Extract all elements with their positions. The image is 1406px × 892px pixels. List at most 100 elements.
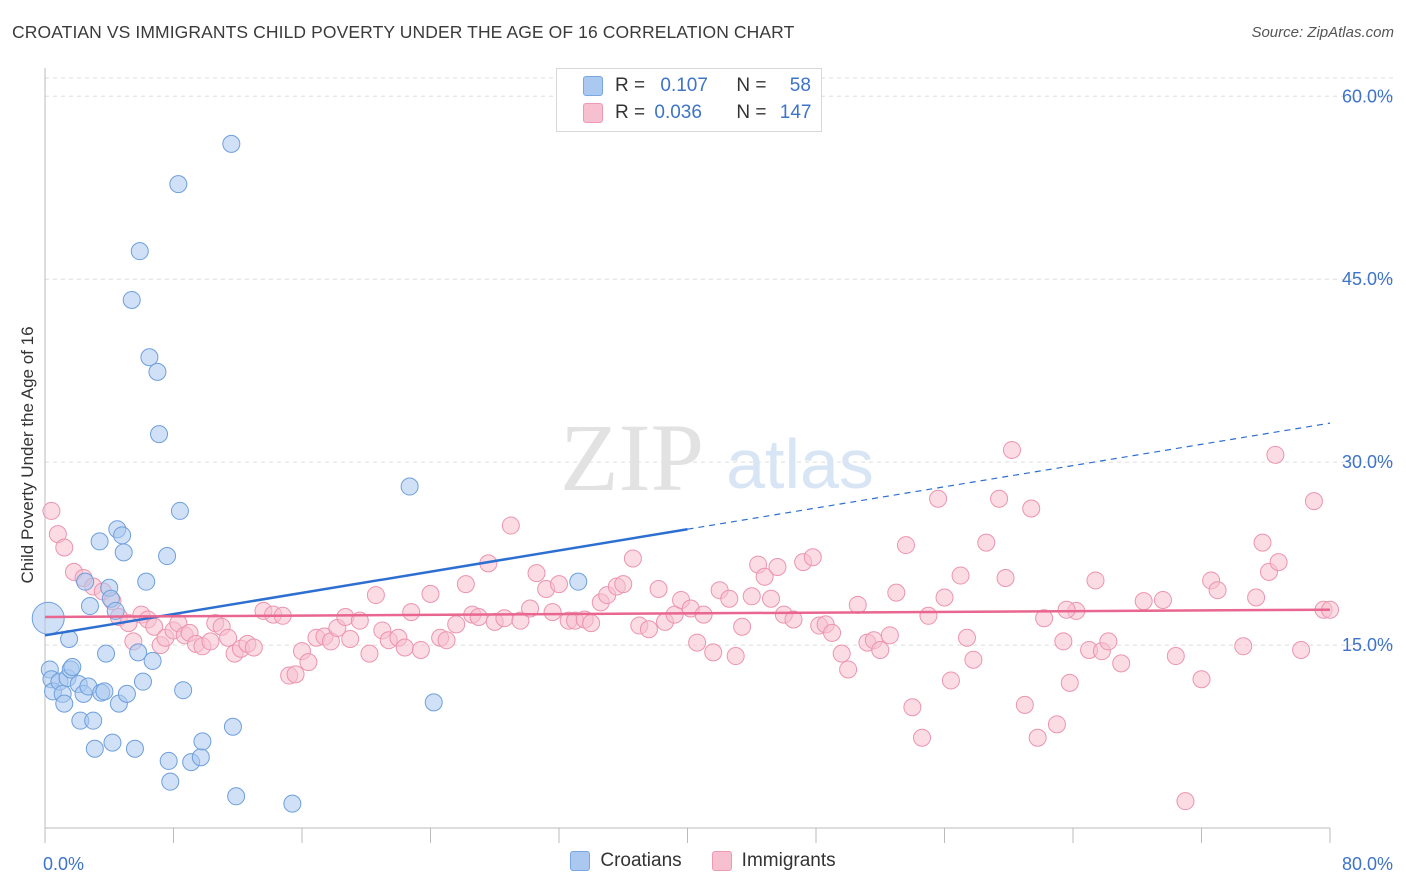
immigrants-point <box>501 516 520 535</box>
immigrants-point <box>1176 792 1195 811</box>
grid-lines <box>45 77 1395 646</box>
croatians-point <box>63 658 82 677</box>
croatians-point <box>140 348 159 367</box>
croatians-point <box>76 572 95 591</box>
immigrants-point <box>726 647 745 666</box>
immigrants-point <box>871 640 890 659</box>
y-axis-label: Child Poverty Under the Age of 16 <box>18 326 37 583</box>
croatians-point <box>97 644 116 663</box>
immigrants-point <box>733 617 752 636</box>
y-tick-label: 15.0% <box>1342 635 1393 655</box>
immigrants-point <box>1153 590 1172 609</box>
immigrants-point <box>742 587 761 606</box>
immigrants-point <box>639 620 658 639</box>
immigrants-point <box>951 566 970 585</box>
immigrants-point <box>543 603 562 622</box>
immigrants-point <box>919 606 938 625</box>
immigrants-point <box>896 536 915 555</box>
croatians-point <box>103 733 122 752</box>
immigrants-point <box>623 549 642 568</box>
croatians-point <box>90 532 109 551</box>
legend-item-immigrants[interactable]: Immigrants <box>711 850 836 872</box>
immigrants-point <box>1247 588 1266 607</box>
croatians-point <box>130 242 149 261</box>
immigrants-trend-line <box>44 608 1331 619</box>
immigrants-point <box>935 588 954 607</box>
immigrants-point <box>1304 492 1323 511</box>
immigrants-point <box>1047 715 1066 734</box>
immigrants-point <box>1253 533 1272 552</box>
immigrants-point <box>42 501 61 520</box>
croatians-point <box>169 175 188 194</box>
immigrants-point <box>1028 728 1047 747</box>
y-tick-label: 45.0% <box>1342 269 1393 289</box>
legend-row-croatians: R = 0.107 N = 58 <box>583 73 811 99</box>
x-tick-label: 80.0% <box>1342 854 1393 874</box>
immigrants-point <box>996 569 1015 587</box>
immigrants-point <box>1269 553 1288 572</box>
immigrants-point <box>903 698 922 717</box>
stats-legend: R = 0.107 N = 58 R = 0.036 N = 147 <box>556 68 822 132</box>
immigrants-point <box>1002 440 1021 459</box>
immigrants-point <box>614 575 633 594</box>
immigrants-swatch <box>711 851 732 871</box>
croatians-point <box>400 477 419 496</box>
immigrants-point <box>720 589 739 608</box>
croatians-point <box>143 651 162 670</box>
croatians-point <box>424 693 443 712</box>
immigrants-point <box>447 615 466 634</box>
immigrants-point <box>1292 640 1311 659</box>
croatians-point <box>227 787 246 806</box>
immigrants-point <box>957 628 976 647</box>
croatians-point <box>161 772 180 791</box>
legend-item-croatians[interactable]: Croatians <box>570 850 682 872</box>
legend-label: Croatians <box>600 850 682 871</box>
immigrants-point <box>1192 670 1211 689</box>
immigrants-point <box>341 629 360 648</box>
immigrants-point <box>495 609 514 628</box>
n-label: N = <box>736 102 772 123</box>
immigrants-point <box>768 558 787 577</box>
croatians-points <box>31 134 588 813</box>
immigrants-point <box>286 665 305 684</box>
immigrants-point <box>469 608 488 627</box>
immigrants-point <box>421 584 440 603</box>
immigrants-point <box>929 489 948 508</box>
immigrants-swatch <box>583 103 603 123</box>
series-legend: Croatians Immigrants <box>0 850 1406 872</box>
immigrants-point <box>848 595 867 614</box>
immigrants-point <box>964 650 983 669</box>
immigrants-point <box>456 575 475 594</box>
immigrants-point <box>1015 695 1034 714</box>
r-label: R = <box>615 102 651 123</box>
croatians-point <box>223 717 242 736</box>
croatians-point <box>114 543 133 562</box>
croatians-point <box>150 425 169 444</box>
immigrants-point <box>913 728 932 747</box>
r-label: R = <box>615 75 651 96</box>
n-value: 58 <box>789 75 811 96</box>
immigrants-point <box>55 538 74 557</box>
croatians-point <box>84 711 103 730</box>
immigrants-point <box>244 638 263 657</box>
x-tick-label: 0.0% <box>43 854 84 874</box>
immigrants-point <box>832 644 851 663</box>
immigrants-point <box>823 623 842 642</box>
croatians-point <box>174 681 193 700</box>
immigrants-point <box>839 660 858 679</box>
immigrants-point <box>1086 571 1105 590</box>
immigrants-point <box>803 548 822 567</box>
croatians-point <box>122 290 141 309</box>
immigrants-point <box>1134 592 1153 611</box>
y-tick-label: 60.0% <box>1342 86 1393 106</box>
immigrants-point <box>201 632 220 651</box>
immigrants-point <box>990 489 1009 508</box>
immigrants-points <box>42 440 1339 811</box>
croatians-point <box>170 501 189 520</box>
croatians-point <box>283 794 302 813</box>
trend-lines <box>44 422 1331 637</box>
croatians-point <box>129 643 148 662</box>
immigrants-point <box>694 605 713 624</box>
immigrants-point <box>411 640 430 659</box>
